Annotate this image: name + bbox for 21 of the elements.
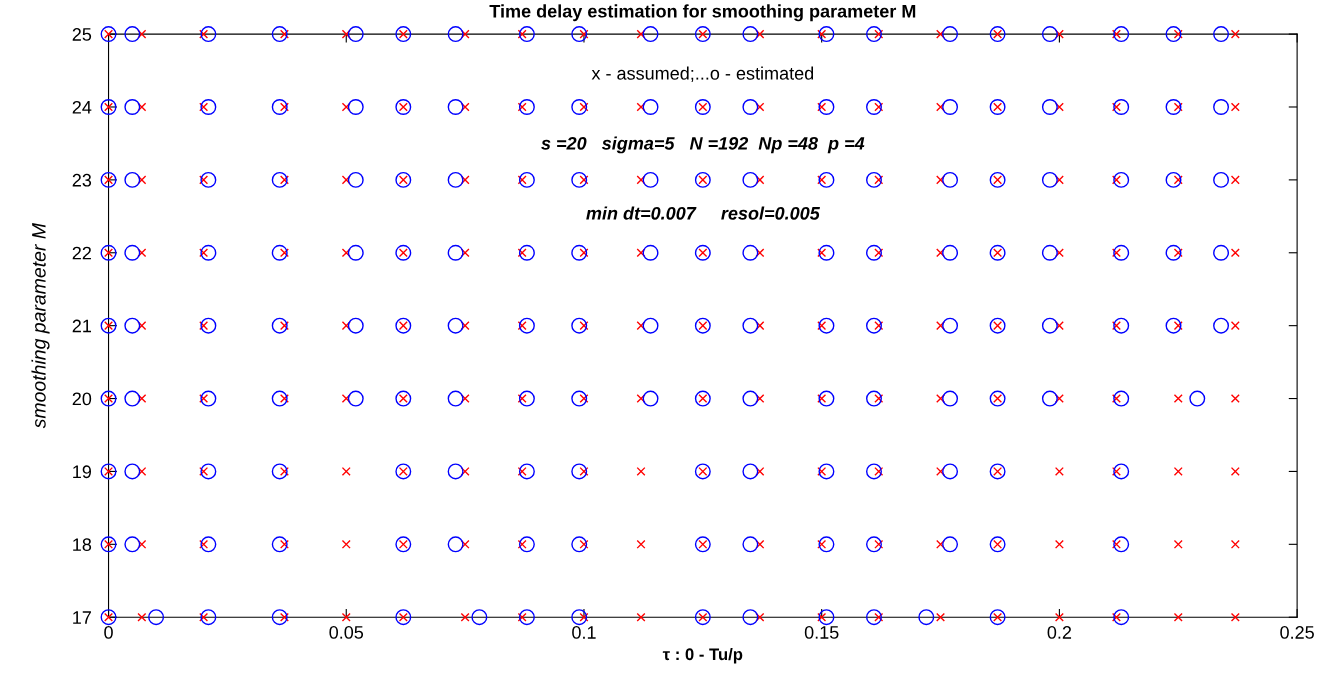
y-tick-label: 20 bbox=[72, 392, 92, 406]
y-tick-label: 19 bbox=[73, 465, 92, 479]
y-tick-label: 18 bbox=[73, 538, 92, 552]
annotation: x - assumed;...o - estimated bbox=[591, 66, 814, 82]
y-tick-label: 22 bbox=[72, 246, 91, 260]
x-tick-label: 0.1 bbox=[572, 626, 596, 639]
y-axis-title: smoothing parameter M bbox=[31, 222, 50, 429]
y-tick-label: 23 bbox=[72, 173, 92, 187]
annotation: s =20 sigma=5 N =192 Np =48 p =4 bbox=[541, 136, 865, 154]
chart-title: Time delay estimation for smoothing parameter M bbox=[489, 4, 916, 22]
x-tick-label: 0.05 bbox=[329, 626, 364, 639]
x-tick-label: 0 bbox=[104, 626, 113, 639]
y-tick-label: 21 bbox=[72, 319, 91, 333]
x-tick-label: 0.25 bbox=[1280, 626, 1314, 639]
y-tick-label: 17 bbox=[73, 611, 91, 624]
x-tick-label: 0.2 bbox=[1047, 626, 1072, 639]
y-tick-label: 24 bbox=[72, 100, 92, 114]
annotation: min dt=0.007 resol=0.005 bbox=[586, 206, 820, 220]
x-axis-title: τ : 0 - Tu/p bbox=[662, 647, 743, 664]
y-tick-label: 25 bbox=[72, 28, 92, 41]
x-tick-label: 0.15 bbox=[804, 626, 839, 639]
